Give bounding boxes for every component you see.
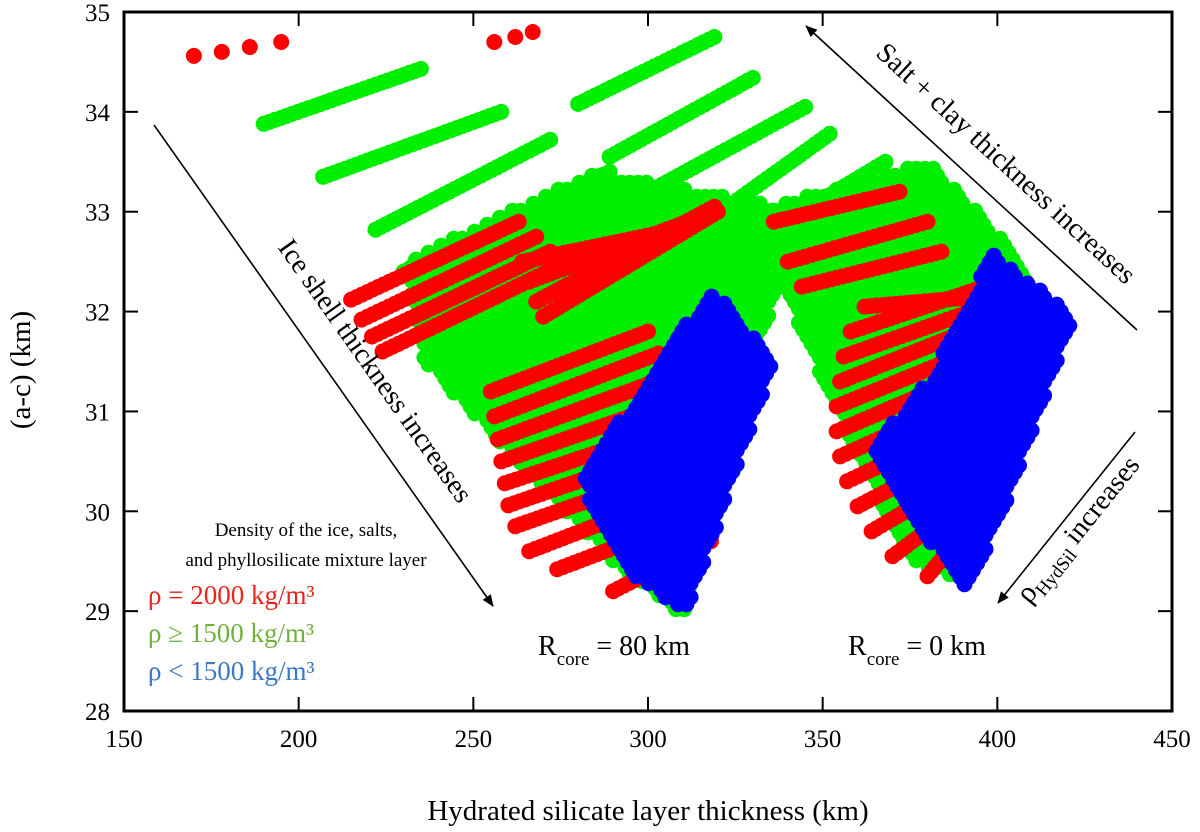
data-point bbox=[528, 228, 545, 245]
data-point bbox=[706, 29, 723, 45]
data-point bbox=[213, 43, 230, 60]
data-point bbox=[877, 153, 894, 170]
data-point bbox=[507, 29, 524, 45]
data-point bbox=[744, 69, 761, 86]
data-point bbox=[600, 167, 617, 184]
data-point bbox=[933, 243, 950, 260]
data-point bbox=[241, 39, 258, 55]
data-point bbox=[676, 181, 693, 198]
data-point bbox=[919, 213, 936, 230]
data-point bbox=[510, 213, 527, 230]
data-point bbox=[821, 125, 838, 142]
data-point bbox=[709, 203, 726, 220]
data-point bbox=[703, 288, 720, 305]
data-point bbox=[412, 60, 429, 77]
data-point bbox=[640, 323, 656, 340]
data-point bbox=[542, 131, 559, 148]
data-point bbox=[638, 174, 655, 191]
data-point bbox=[891, 183, 908, 200]
data-point bbox=[524, 24, 541, 40]
data-point bbox=[273, 34, 290, 50]
data-point bbox=[486, 34, 503, 50]
data-point bbox=[185, 47, 202, 64]
data-point bbox=[797, 98, 814, 115]
data-point bbox=[925, 160, 942, 177]
data-layer bbox=[185, 24, 1078, 618]
data-point bbox=[493, 103, 510, 120]
